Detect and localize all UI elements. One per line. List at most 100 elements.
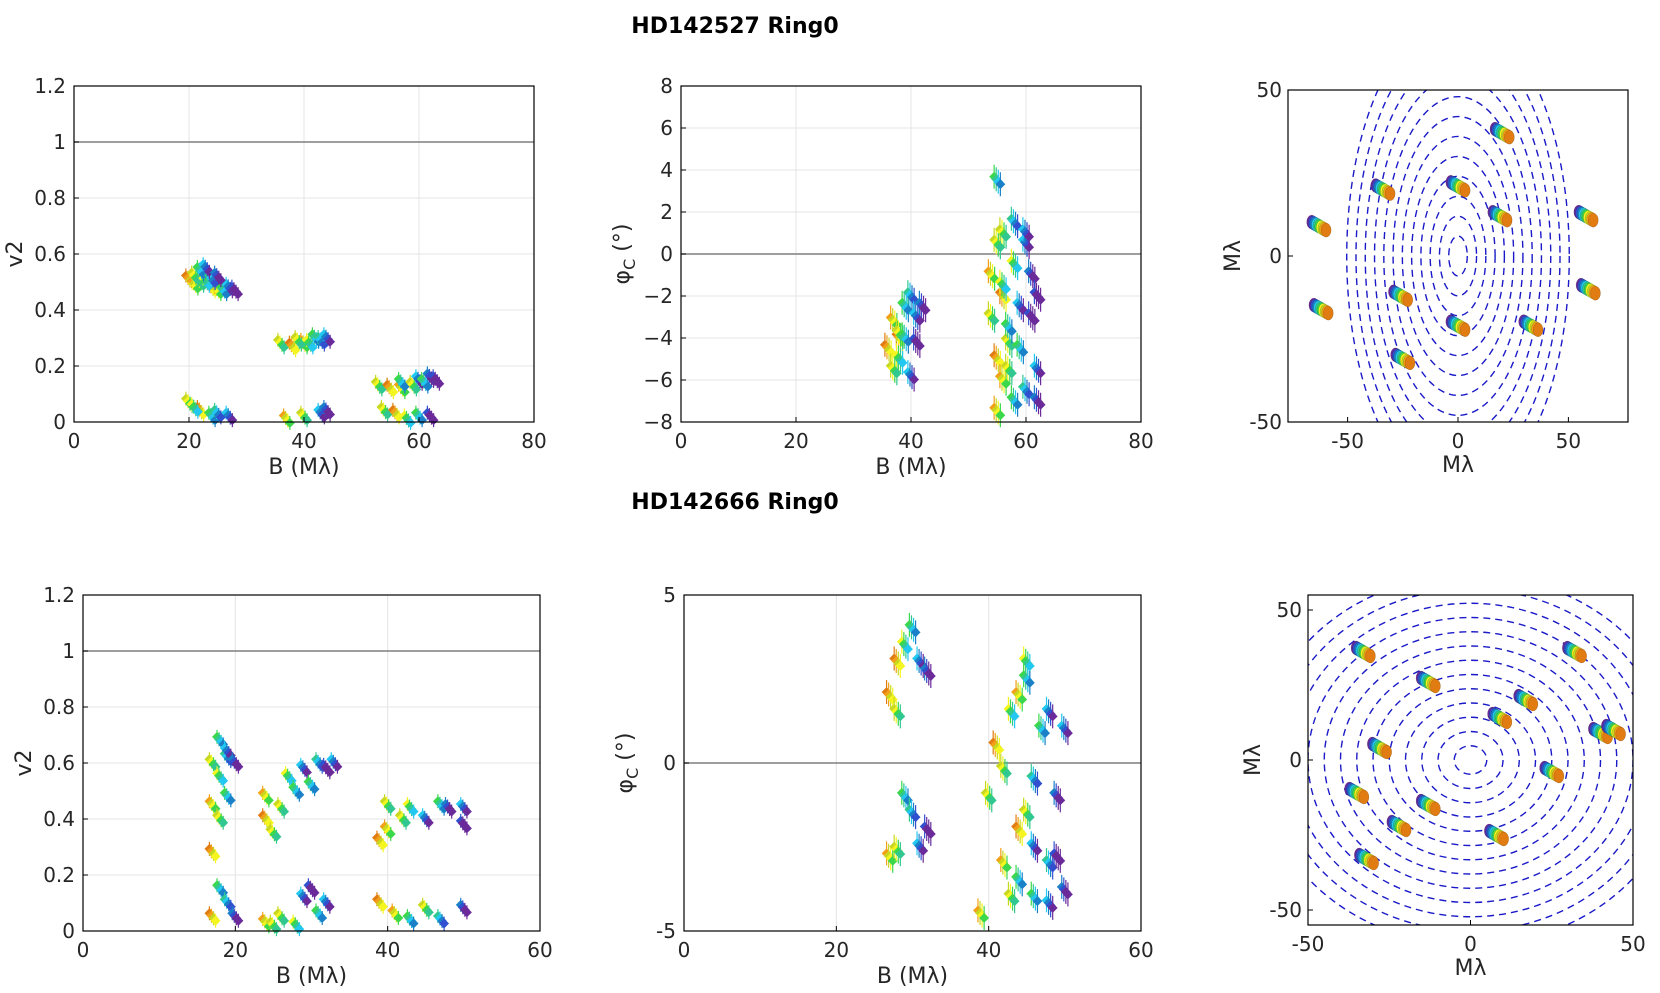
data-point xyxy=(1032,778,1043,789)
y-tick-label: −8 xyxy=(644,410,673,434)
data-point xyxy=(1055,795,1066,806)
data-point xyxy=(218,775,229,786)
x-tick-label: 50 xyxy=(1620,932,1645,956)
y-tick-label: 0 xyxy=(1269,244,1282,268)
y-tick-label: 1.2 xyxy=(43,583,75,607)
data-point xyxy=(302,415,313,426)
uv-point xyxy=(1400,822,1412,838)
data-point xyxy=(401,817,411,828)
data-point xyxy=(218,887,229,898)
x-tick-label: 0 xyxy=(675,429,688,453)
row-title-2: HD142666 Ring0 xyxy=(631,490,839,515)
data-point xyxy=(903,795,913,806)
x-tick-label: 60 xyxy=(1013,429,1038,453)
data-point xyxy=(317,913,328,923)
data-point xyxy=(897,357,908,368)
data-point xyxy=(1001,378,1012,389)
y-tick-label: 0.2 xyxy=(34,354,66,378)
x-tick-label: 0 xyxy=(1464,932,1477,956)
y-axis-label: v2 xyxy=(12,749,37,776)
uv-point xyxy=(1498,831,1509,847)
data-point xyxy=(1024,677,1035,688)
data-point xyxy=(399,381,410,392)
data-point xyxy=(225,901,236,912)
x-tick-label: -50 xyxy=(1331,429,1364,453)
data-point xyxy=(411,384,422,395)
data-point xyxy=(215,412,226,423)
data-point xyxy=(325,409,336,420)
uv-model-contour xyxy=(1372,673,1569,847)
data-point xyxy=(279,806,290,817)
data-point xyxy=(218,817,229,828)
x-tick-label: 20 xyxy=(783,429,808,453)
y-tick-label: 2 xyxy=(660,200,673,224)
uv-point xyxy=(1365,648,1376,664)
data-point xyxy=(279,915,290,926)
x-tick-label: 0 xyxy=(1452,429,1465,453)
x-tick-label: 40 xyxy=(898,429,923,453)
data-point xyxy=(903,644,913,655)
uv-model-contour xyxy=(1404,702,1537,818)
y-axis-label: φC (°) xyxy=(613,733,642,794)
data-point xyxy=(382,409,393,420)
data-point xyxy=(378,901,389,912)
data-point xyxy=(1024,812,1035,823)
uv-point xyxy=(1404,355,1416,371)
r1_v2-plot: 0 20 40 60 80 0 0.2 0.4 0.6 0.8 1 1.2 B (Mλ) xyxy=(34,74,547,480)
data-point xyxy=(910,627,921,638)
data-point xyxy=(284,418,295,428)
data-point xyxy=(302,896,312,907)
r2_v2-plot: 0 20 40 60 0 0.2 0.4 0.6 0.8 1 1.2 B (Mλ) xyxy=(43,583,553,989)
x-tick-label: 40 xyxy=(291,429,316,453)
data-point xyxy=(296,339,307,350)
x-tick-label: 60 xyxy=(527,938,552,962)
data-point xyxy=(227,415,238,426)
uv-point xyxy=(1323,305,1334,321)
data-point xyxy=(995,410,1006,421)
uv-model-contour xyxy=(1392,115,1524,397)
y-tick-label: 8 xyxy=(660,74,673,98)
data-point xyxy=(1035,399,1046,410)
uv-point xyxy=(1459,183,1471,198)
data-point xyxy=(388,387,399,398)
uv-plot-area xyxy=(1308,595,1633,925)
data-point xyxy=(307,342,318,353)
uv-model-contour xyxy=(1373,90,1543,422)
uv-point xyxy=(1402,292,1414,308)
data-point xyxy=(895,661,906,671)
data-point xyxy=(1002,862,1012,873)
data-point xyxy=(1018,347,1029,358)
data-point xyxy=(1035,294,1046,305)
data-point xyxy=(994,745,1005,755)
y-tick-label: 0.8 xyxy=(43,695,75,719)
data-point xyxy=(914,341,925,351)
x-tick-label: 40 xyxy=(375,938,400,962)
uv-model-contour xyxy=(1323,631,1618,889)
uv-point xyxy=(1527,696,1539,712)
x-tick-label: 0 xyxy=(68,429,81,453)
uv-point xyxy=(1501,714,1513,730)
data-point xyxy=(914,315,925,326)
data-point xyxy=(1032,896,1043,907)
data-point xyxy=(408,806,419,817)
uv-point xyxy=(1368,855,1379,871)
uv-point xyxy=(1576,648,1587,664)
y-tick-label: -5 xyxy=(656,919,676,943)
data-point xyxy=(446,806,457,817)
y-tick-label: 50 xyxy=(1277,598,1302,622)
data-point xyxy=(233,915,244,926)
data-point xyxy=(233,289,244,300)
data-point xyxy=(302,767,312,778)
data-point xyxy=(1055,855,1066,866)
y-tick-label: −2 xyxy=(644,284,673,308)
uv-point xyxy=(1381,744,1392,760)
data-point xyxy=(895,711,906,722)
data-point xyxy=(1047,862,1058,873)
uv-point xyxy=(1430,678,1441,694)
data-point xyxy=(324,901,335,912)
data-point xyxy=(434,378,445,389)
data-point xyxy=(461,907,472,918)
y-tick-label: −6 xyxy=(644,368,673,392)
data-point xyxy=(1024,231,1035,242)
